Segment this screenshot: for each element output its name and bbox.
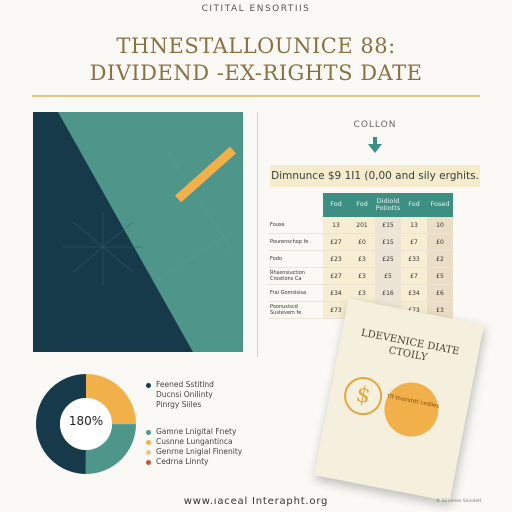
table-header: Didiold Potiotts <box>375 193 401 217</box>
table-cell: 13 <box>401 217 427 234</box>
row-label: Pourenschop fe <box>268 233 323 251</box>
legend-item: Gamne Lnigital Fnety <box>146 427 242 437</box>
table-row: Poonusiscd Sustevem fe £73 £8 £24 £73 £3 <box>268 301 453 319</box>
table-cell: £3 <box>349 284 375 302</box>
table-row: Rhasnsiuction Crostions Ca £27 £3 £5 £7 … <box>268 267 453 285</box>
table-row: Pourenschop fe £27 £0 £15 £7 £0 <box>268 233 453 251</box>
legend-dot-icon <box>146 459 151 465</box>
legend-item: Pinrgy Siiles <box>156 400 202 409</box>
table-cell: £34 <box>323 284 349 302</box>
legend-item: Ducnsi Onilinty <box>156 390 213 399</box>
arrow-down-icon <box>368 137 382 153</box>
table-cell: £7 <box>401 267 427 285</box>
legend-dot-icon <box>146 382 151 388</box>
row-label: Frai Gomslsisa <box>268 284 323 302</box>
table-cell: £15 <box>375 233 401 251</box>
callout-label: COLLON <box>353 120 397 130</box>
table-cell: £3 <box>349 267 375 285</box>
certificate-title: LDEVENICE DIATE CTOILY <box>360 327 461 364</box>
table-cell: £27 <box>323 267 349 285</box>
table-header: Fod <box>349 193 375 217</box>
table-cell: £0 <box>427 233 453 251</box>
table-cell: £33 <box>401 250 427 268</box>
navy-triangle-shape <box>33 112 193 352</box>
legend-item: Cedrna Linnty <box>146 457 242 467</box>
table-cell: £6 <box>427 284 453 302</box>
legend-bottom: Gamne Lnigital Fnety Cusnne Lungantinca … <box>146 427 242 467</box>
table-cell: £34 <box>401 284 427 302</box>
legend-item: Feened Sstitlnd <box>146 380 214 390</box>
table-row: Frai Gomslsisa £34 £3 £16 £34 £6 <box>268 284 453 302</box>
hero-illustration <box>33 112 243 352</box>
gold-bar-shape <box>175 146 236 203</box>
callout-banner: Dimnunce $9 1I1 (0,00 and sily erghits. <box>270 165 480 187</box>
donut-segment-teal <box>36 374 136 474</box>
dollar-icon: $ <box>340 373 386 419</box>
table-cell: £0 <box>349 233 375 251</box>
page-title-line1: THNESTALLOUNICE 88: <box>116 34 396 58</box>
page-title-line2: DIVIDEND -EX-RIGHTS DATE <box>89 61 423 85</box>
table-row: Fouse 13 201 £15 13 10 <box>268 217 453 234</box>
donut-center-label: 180% <box>68 414 104 428</box>
row-label: Rhasnsiuction Crostions Ca <box>268 267 323 285</box>
legend-dot-icon <box>146 439 151 445</box>
table-cell: 201 <box>349 217 375 234</box>
table-cell: £5 <box>427 267 453 285</box>
table-header: Fosed <box>427 193 453 217</box>
dividend-table: Fod Fod Didiold Potiotts Fod Fosed Fouse… <box>268 193 453 319</box>
footer-credit: © Sirlomes Sinndelt <box>436 499 482 504</box>
table-header: Fod <box>323 193 349 217</box>
legend-dot-icon <box>146 429 151 435</box>
donut-chart <box>36 374 136 474</box>
donut-segment-navy <box>36 374 136 474</box>
header-divider <box>32 95 480 97</box>
legend-dot-icon <box>146 449 151 455</box>
table-cell: 10 <box>427 217 453 234</box>
table-cell: £3 <box>349 250 375 268</box>
seal-stamp: Tlf thoirstitt cedlles <box>379 377 444 442</box>
row-label: Fouse <box>268 217 323 234</box>
table-header: Fod <box>401 193 427 217</box>
table-cell: £73 <box>323 301 349 319</box>
table-cell: £16 <box>375 284 401 302</box>
header-kicker: CITITAL ENSORTIIS <box>201 4 311 14</box>
table-cell: 13 <box>323 217 349 234</box>
table-cell: £5 <box>375 267 401 285</box>
footer-url: www.ıaceal Interapht.org <box>183 496 329 507</box>
legend-item: Cusnne Lungantinca <box>146 437 242 447</box>
table-row: Fodo £23 £3 £25 £33 £2 <box>268 250 453 268</box>
certificate-paper: LDEVENICE DIATE CTOILY $ Tlf thoirstitt … <box>314 298 484 502</box>
column-divider <box>257 112 258 357</box>
donut-hole <box>60 398 112 450</box>
sparkle-mark <box>63 212 143 287</box>
table-cell: £27 <box>323 233 349 251</box>
table-cell: £2 <box>427 250 453 268</box>
table-cell: £23 <box>323 250 349 268</box>
table-cell: £15 <box>375 217 401 234</box>
legend-top: Feened Sstitlnd Ducnsi Onilinty Pinrgy S… <box>146 380 214 410</box>
table-cell: £7 <box>401 233 427 251</box>
row-label: Fodo <box>268 250 323 268</box>
legend-item: Genrne Lnigial Finenity <box>146 447 242 457</box>
table-cell: £25 <box>375 250 401 268</box>
row-label: Poonusiscd Sustevem fe <box>268 301 323 319</box>
